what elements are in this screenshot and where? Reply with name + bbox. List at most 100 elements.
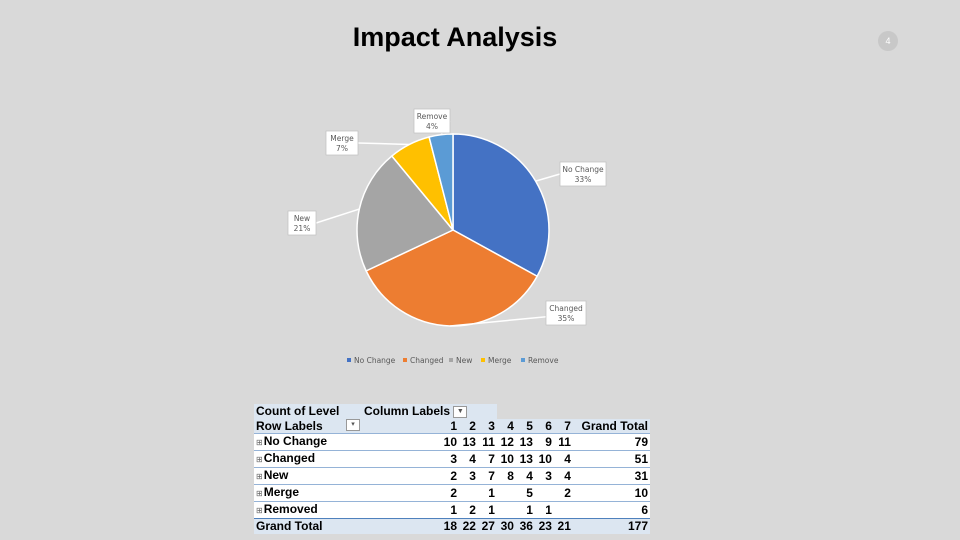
row-label[interactable]: ⊞No Change bbox=[254, 433, 362, 451]
expand-icon[interactable]: ⊞ bbox=[256, 489, 263, 498]
row-label-text: Merge bbox=[263, 485, 300, 499]
data-label-category: Changed bbox=[549, 304, 583, 313]
row-label[interactable]: ⊞Changed bbox=[254, 450, 362, 468]
table-cell bbox=[459, 484, 478, 502]
grand-total-cell: 23 bbox=[534, 518, 554, 534]
table-cell: 6 bbox=[572, 501, 650, 519]
table-cell: 11 bbox=[477, 433, 497, 451]
data-label-box bbox=[559, 161, 607, 187]
column-header: 4 bbox=[496, 418, 516, 434]
grand-total-label: Grand Total bbox=[254, 518, 362, 534]
data-label-value: 21% bbox=[294, 224, 311, 233]
table-cell bbox=[496, 484, 516, 502]
column-header: 7 bbox=[553, 418, 573, 434]
pie-slice-new[interactable] bbox=[356, 154, 455, 272]
expand-icon[interactable]: ⊞ bbox=[256, 438, 263, 447]
column-header: 1 bbox=[362, 418, 459, 434]
table-cell: 4 bbox=[515, 467, 535, 485]
column-header: 2 bbox=[459, 418, 478, 434]
table-cell: 10 bbox=[572, 484, 650, 502]
table-cell: 1 bbox=[477, 501, 497, 519]
legend-item[interactable]: No Change bbox=[354, 356, 396, 365]
data-label-box bbox=[413, 108, 451, 134]
grand-total-cell: 18 bbox=[362, 518, 459, 534]
legend-swatch bbox=[449, 358, 453, 362]
table-cell: 10 bbox=[362, 433, 459, 451]
filter-icon[interactable]: ▼ bbox=[453, 406, 468, 419]
page-number: 4 bbox=[878, 31, 898, 51]
corner-label: Count of Level bbox=[254, 404, 362, 419]
expand-icon[interactable]: ⊞ bbox=[256, 455, 263, 464]
data-label-box bbox=[545, 300, 587, 326]
pivot-table[interactable]: Count of Level Column Labels ▼ Row Label… bbox=[254, 404, 650, 534]
table-row: ⊞New 2 3 7 8 4 3 4 31 bbox=[254, 467, 650, 485]
table-row: ⊞Removed 1 2 1 1 1 6 bbox=[254, 501, 650, 519]
data-label-value: 4% bbox=[426, 122, 438, 131]
table-cell: 2 bbox=[459, 501, 478, 519]
grand-total-cell: 22 bbox=[459, 518, 478, 534]
row-label[interactable]: ⊞Merge bbox=[254, 484, 362, 502]
row-labels[interactable]: Row Labels ▾ bbox=[254, 418, 362, 434]
pie-slice-no-change[interactable] bbox=[452, 133, 550, 278]
grand-total-cell: 27 bbox=[477, 518, 497, 534]
table-cell: 31 bbox=[572, 467, 650, 485]
column-labels[interactable]: Column Labels ▼ bbox=[362, 404, 497, 419]
row-label-text: No Change bbox=[263, 434, 328, 448]
data-label-value: 7% bbox=[336, 144, 348, 153]
legend-swatch bbox=[521, 358, 525, 362]
table-cell: 1 bbox=[362, 501, 459, 519]
column-header: 3 bbox=[477, 418, 497, 434]
data-label-category: No Change bbox=[562, 165, 604, 174]
column-labels-text: Column Labels bbox=[364, 404, 451, 419]
table-cell: 13 bbox=[515, 433, 535, 451]
data-label-category: Merge bbox=[330, 134, 354, 143]
legend-item[interactable]: Merge bbox=[488, 356, 512, 365]
grand-total-cell: 21 bbox=[553, 518, 573, 534]
data-label-value: 35% bbox=[558, 314, 575, 323]
column-header: Grand Total bbox=[572, 418, 650, 434]
grand-total-cell: 36 bbox=[515, 518, 535, 534]
table-cell: 8 bbox=[496, 467, 516, 485]
grand-total-cell: 177 bbox=[572, 518, 650, 534]
table-cell: 79 bbox=[572, 433, 650, 451]
legend-swatch bbox=[347, 358, 351, 362]
row-label-text: Changed bbox=[263, 451, 316, 465]
table-cell: 2 bbox=[362, 467, 459, 485]
table-cell: 5 bbox=[515, 484, 535, 502]
column-header: 5 bbox=[515, 418, 535, 434]
table-cell: 13 bbox=[459, 433, 478, 451]
legend-item[interactable]: Remove bbox=[528, 356, 559, 365]
table-row: ⊞Changed 3 4 7 10 13 10 4 51 bbox=[254, 450, 650, 468]
table-cell: 12 bbox=[496, 433, 516, 451]
table-cell: 13 bbox=[515, 450, 535, 468]
expand-icon[interactable]: ⊞ bbox=[256, 472, 263, 481]
row-label[interactable]: ⊞New bbox=[254, 467, 362, 485]
data-label-category: Remove bbox=[417, 112, 448, 121]
table-row: ⊞Merge 2 1 5 2 10 bbox=[254, 484, 650, 502]
table-cell bbox=[534, 484, 554, 502]
table-cell: 1 bbox=[477, 484, 497, 502]
table-cell: 11 bbox=[553, 433, 573, 451]
dropdown-icon[interactable]: ▾ bbox=[346, 418, 360, 431]
row-labels-text: Row Labels bbox=[256, 418, 323, 433]
legend-swatch bbox=[403, 358, 407, 362]
table-cell: 51 bbox=[572, 450, 650, 468]
table-cell: 1 bbox=[515, 501, 535, 519]
table-cell bbox=[553, 501, 573, 519]
row-label[interactable]: ⊞Removed bbox=[254, 501, 362, 519]
legend-item[interactable]: Changed bbox=[410, 356, 444, 365]
table-row: ⊞No Change 10 13 11 12 13 9 11 79 bbox=[254, 433, 650, 451]
table-cell: 10 bbox=[534, 450, 554, 468]
row-label-text: New bbox=[263, 468, 289, 482]
row-label-text: Removed bbox=[263, 502, 318, 516]
table-cell: 9 bbox=[534, 433, 554, 451]
grand-total-row: Grand Total 18 22 27 30 36 23 21 177 bbox=[254, 518, 650, 534]
slide-title: Impact Analysis bbox=[352, 22, 558, 52]
legend-swatch bbox=[481, 358, 485, 362]
data-label-category: New bbox=[294, 214, 310, 223]
table-cell: 10 bbox=[496, 450, 516, 468]
column-header: 6 bbox=[534, 418, 554, 434]
leader-line bbox=[535, 173, 561, 182]
legend-item[interactable]: New bbox=[456, 356, 472, 365]
expand-icon[interactable]: ⊞ bbox=[256, 506, 263, 515]
